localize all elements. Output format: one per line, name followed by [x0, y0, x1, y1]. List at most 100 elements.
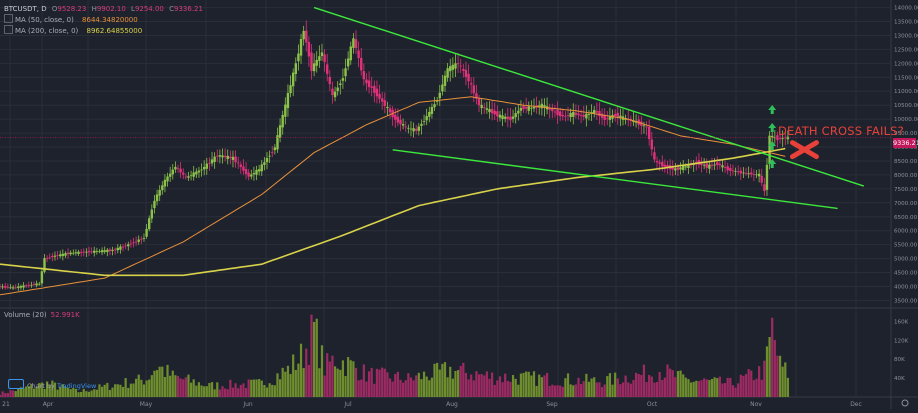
- close-key: C: [169, 5, 175, 13]
- settings-gear-icon[interactable]: [901, 399, 909, 407]
- volume-bar-103: [268, 383, 271, 397]
- candle-body-127: [331, 88, 334, 96]
- volume-bar-101: [263, 384, 266, 397]
- volume-bar-167: [436, 362, 439, 397]
- volume-bar-52: [135, 378, 138, 397]
- candle-body-41: [106, 249, 109, 253]
- volume-value: 52.991K: [50, 311, 80, 319]
- candle-body-274: [716, 162, 719, 166]
- candle-body-282: [736, 171, 740, 173]
- volume-bar-243: [634, 372, 638, 397]
- candle-body-288: [752, 174, 756, 175]
- candle-body-68: [176, 167, 180, 169]
- candle-body-9: [22, 285, 25, 288]
- candle-body-254: [663, 164, 667, 167]
- volume-bar-241: [629, 383, 632, 397]
- volume-label[interactable]: Volume (20): [4, 311, 47, 319]
- price-tick-20: 4000.00: [894, 284, 918, 290]
- candle-body-296: [773, 137, 777, 139]
- ma50-row[interactable]: MA (50, close, 0) 8644.34820000: [4, 14, 203, 25]
- candle-body-7: [17, 286, 20, 289]
- price-tick-10: 9000.00: [894, 145, 918, 151]
- open-key: O: [51, 5, 58, 13]
- tradingview-logo[interactable]: Chart by TradingView: [8, 379, 96, 390]
- volume-bar-61: [158, 366, 161, 397]
- volume-bar-127: [331, 355, 334, 397]
- volume-bar-215: [561, 386, 564, 397]
- volume-bar-121: [315, 318, 318, 397]
- volume-bar-236: [616, 378, 619, 397]
- candle-body-147: [383, 100, 386, 107]
- candle-body-258: [674, 168, 677, 171]
- candle-body-70: [182, 172, 185, 175]
- candle-body-159: [415, 128, 418, 131]
- candle-body-53: [137, 239, 140, 242]
- volume-bar-38: [98, 384, 101, 397]
- volume-tick-0: 160K: [894, 319, 909, 325]
- ma50-value: 8644.34820000: [82, 16, 138, 24]
- time-tick-9: Dec: [850, 401, 862, 408]
- symbol-label[interactable]: BTCUSDT, D: [4, 5, 47, 13]
- volume-bar-145: [378, 369, 381, 397]
- cross-icon-b: [789, 140, 819, 160]
- candle-body-79: [205, 163, 208, 169]
- ma200-value: 8962.64855000: [86, 27, 143, 35]
- candle-body-101: [263, 162, 266, 165]
- volume-bar-279: [729, 377, 732, 397]
- candle-body-6: [14, 287, 17, 289]
- volume-bar-277: [723, 383, 727, 397]
- candle-body-72: [187, 176, 190, 178]
- volume-bar-120: [313, 321, 316, 397]
- volume-bar-182: [475, 371, 478, 397]
- candle-body-10: [24, 285, 28, 287]
- ma50-label: MA (50, close, 0): [15, 16, 74, 24]
- candle-body-120: [312, 63, 316, 72]
- time-tick-5: Aug: [446, 401, 458, 408]
- ma200-visibility-icon[interactable]: [4, 25, 13, 34]
- volume-bar-295: [771, 317, 774, 397]
- candle-body-284: [742, 172, 745, 174]
- price-tick-11: 8500.00: [894, 159, 918, 165]
- volume-bar-39: [100, 386, 104, 397]
- volume-bar-124: [323, 375, 326, 397]
- candle-body-187: [488, 109, 491, 113]
- ma200-row[interactable]: MA (200, close, 0) 8962.64855000: [4, 25, 203, 36]
- candle-body-63: [163, 179, 167, 187]
- volume-bar-248: [648, 374, 651, 397]
- price-tick-16: 6000.00: [894, 229, 918, 235]
- candle-body-5: [11, 287, 15, 289]
- volume-bar-195: [509, 381, 512, 397]
- candle-body-129: [336, 87, 339, 92]
- volume-bar-178: [464, 372, 468, 397]
- candle-body-167: [435, 101, 439, 102]
- candle-body-220: [574, 112, 578, 115]
- candle-body-219: [572, 112, 575, 117]
- candle-body-291: [760, 175, 763, 183]
- volume-bar-223: [582, 381, 585, 397]
- price-tick-1: 13500.00: [894, 20, 918, 26]
- candle-body-260: [679, 167, 682, 170]
- candle-body-86: [223, 155, 227, 158]
- volume-bar-239: [624, 375, 627, 397]
- volume-bar-267: [697, 381, 701, 397]
- candle-body-60: [155, 194, 159, 202]
- candle-body-247: [645, 126, 648, 128]
- volume-bar-172: [449, 366, 452, 397]
- volume-bar-126: [328, 361, 331, 397]
- candle-body-124: [323, 54, 326, 62]
- candle-body-168: [438, 92, 441, 99]
- volume-bar-6: [14, 391, 17, 397]
- candle-body-275: [718, 163, 722, 166]
- candle-body-89: [231, 156, 235, 160]
- volume-bar-192: [501, 382, 504, 397]
- volume-tick-1: 120K: [894, 338, 909, 344]
- volume-bar-16: [40, 382, 43, 397]
- volume-bar-203: [530, 375, 533, 397]
- ma50-line: [0, 96, 786, 296]
- candle-body-97: [252, 173, 256, 175]
- ma50-visibility-icon[interactable]: [4, 14, 13, 23]
- volume-bar-261: [682, 374, 685, 397]
- time-tick-8: Nov: [750, 401, 762, 408]
